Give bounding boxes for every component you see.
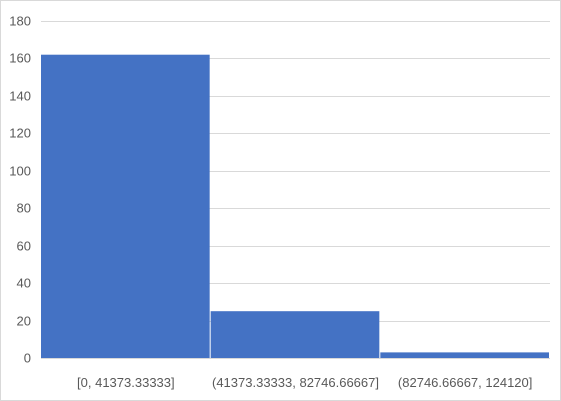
bar-3	[380, 352, 549, 358]
y-tick-label: 0	[24, 351, 31, 366]
y-tick-label: 100	[9, 164, 31, 179]
bar-2	[210, 311, 380, 358]
y-tick-label: 40	[17, 276, 31, 291]
y-tick-label: 20	[17, 314, 31, 329]
bars	[41, 54, 549, 358]
y-tick-label: 120	[9, 126, 31, 141]
x-tick-label: (82746.66667, 124120]	[398, 375, 532, 390]
y-tick-label: 140	[9, 89, 31, 104]
y-tick-label: 160	[9, 51, 31, 66]
x-tick-label: (41373.33333, 82746.66667]	[212, 375, 379, 390]
bar-1	[41, 54, 210, 358]
x-tick-label: [0, 41373.33333]	[77, 375, 175, 390]
y-tick-label: 180	[9, 14, 31, 29]
x-axis-tick-labels: [0, 41373.33333] (41373.33333, 82746.6666…	[77, 375, 532, 390]
y-tick-label: 80	[17, 201, 31, 216]
y-tick-label: 60	[17, 239, 31, 254]
y-axis-tick-labels: 0 20 40 60 80 100 120 140 160 180	[9, 14, 31, 366]
